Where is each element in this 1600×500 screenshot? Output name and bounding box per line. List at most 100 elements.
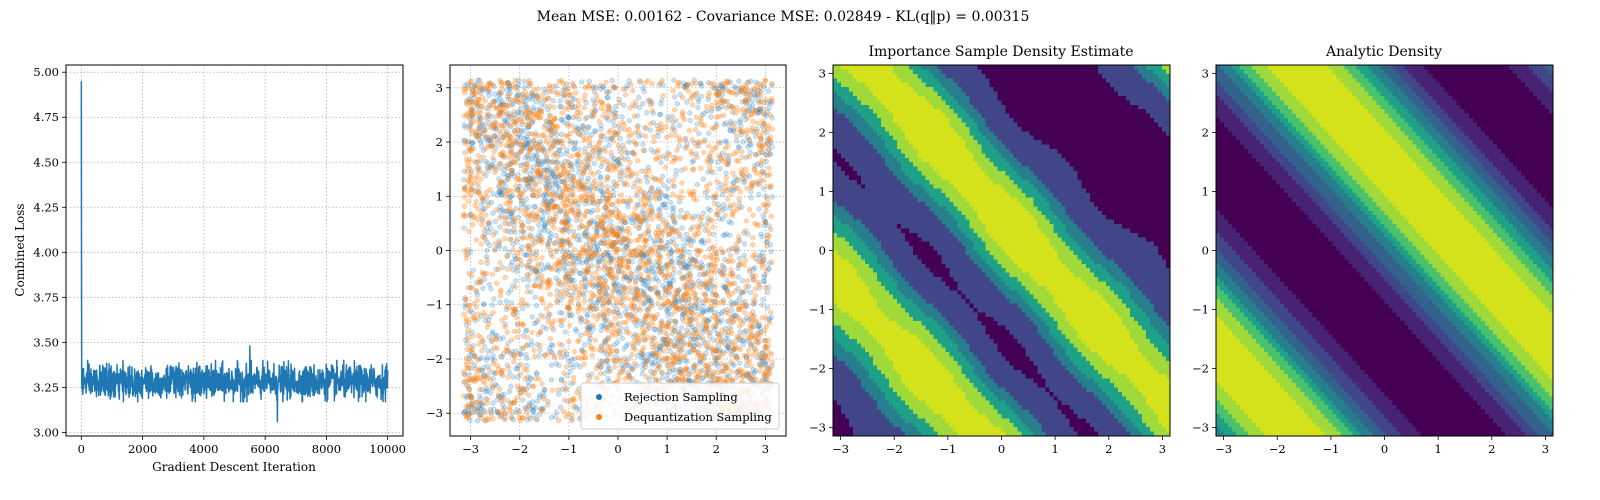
scatter-point (461, 379, 467, 385)
scatter-point (540, 160, 547, 166)
scatter-point (593, 275, 599, 282)
scatter-point (681, 261, 687, 267)
scatter-point (760, 249, 766, 255)
scatter-point (696, 297, 702, 303)
scatter-point (752, 133, 759, 139)
scatter-point (477, 386, 483, 393)
scatter-point (748, 341, 755, 347)
scatter-point (542, 158, 549, 164)
scatter-point (725, 344, 732, 350)
scatter-point (680, 254, 687, 260)
scatter-point (520, 223, 526, 229)
scatter-point (678, 189, 685, 195)
scatter-point (716, 205, 723, 211)
scatter-point (764, 243, 770, 249)
scatter-point (554, 91, 561, 98)
scatter-point (618, 369, 624, 375)
scatter-point (761, 274, 767, 280)
scatter-point (729, 319, 735, 326)
scatter-point (643, 293, 649, 299)
scatter-point (578, 316, 584, 322)
scatter-point (636, 244, 643, 251)
scatter-point (537, 237, 543, 243)
scatter-point (475, 77, 481, 83)
scatter-point (565, 358, 572, 364)
scatter-point (749, 272, 756, 278)
scatter-point (569, 292, 576, 298)
scatter-point (475, 367, 482, 374)
scatter-point (645, 271, 652, 277)
scatter-point (509, 399, 515, 406)
scatter-point (669, 259, 675, 265)
scatter-point (534, 272, 541, 279)
scatter-point (529, 96, 535, 102)
scatter-point (595, 207, 601, 213)
scatter-point (511, 139, 517, 145)
scatter-point (686, 271, 692, 277)
scatter-point (660, 283, 666, 289)
scatter-point (568, 162, 574, 168)
scatter-point (553, 414, 559, 420)
scatter-point (563, 213, 569, 220)
scatter-point (537, 170, 544, 176)
scatter-point (479, 368, 486, 374)
scatter-point (658, 190, 664, 197)
scatter-point (537, 347, 543, 353)
scatter-point (684, 273, 690, 279)
scatter-point (673, 172, 679, 178)
scatter-point (727, 232, 733, 238)
scatter-point (567, 300, 573, 306)
scatter-point (506, 404, 513, 411)
scatter-point (540, 217, 546, 223)
scatter-point (702, 325, 708, 331)
scatter-point (581, 267, 587, 274)
scatter-point (718, 317, 725, 323)
scatter-point (473, 399, 480, 405)
scatter-point (529, 342, 535, 348)
scatter-point (642, 124, 648, 131)
scatter-point (538, 407, 545, 413)
scatter-point (649, 108, 656, 114)
scatter-point (713, 194, 719, 201)
scatter-point (632, 346, 638, 352)
scatter-point (763, 268, 770, 275)
scatter-point (470, 222, 476, 228)
scatter-point (609, 77, 615, 84)
scatter-point (702, 327, 708, 333)
scatter-point (558, 280, 564, 286)
scatter-point (483, 173, 489, 179)
scatter-point (543, 118, 549, 125)
scatter-point (746, 153, 752, 160)
scatter-point (599, 225, 606, 231)
scatter-point (615, 142, 622, 149)
scatter-point (583, 283, 589, 289)
scatter-point (480, 206, 486, 213)
scatter-point (734, 355, 740, 361)
scatter-point (526, 392, 532, 398)
scatter-point (657, 111, 663, 118)
scatter-point (468, 393, 474, 400)
scatter-point (632, 278, 639, 284)
scatter-point (513, 365, 519, 372)
scatter-point (704, 188, 711, 194)
scatter-point (478, 115, 484, 122)
scatter-point (501, 135, 507, 141)
scatter-point (556, 341, 562, 347)
scatter-point (575, 355, 581, 361)
scatter-point (643, 218, 650, 224)
scatter-point (644, 356, 651, 363)
scatter-point (736, 368, 742, 374)
scatter-point (765, 337, 771, 343)
scatter-point (607, 163, 614, 169)
scatter-point (538, 296, 544, 302)
scatter-point (654, 366, 661, 372)
scatter-point (702, 189, 708, 196)
scatter-point (639, 209, 645, 215)
scatter-point (519, 306, 526, 312)
scatter-point (686, 249, 692, 255)
scatter-point (769, 98, 775, 104)
scatter-point (507, 82, 513, 89)
scatter-point (658, 178, 664, 184)
scatter-point (664, 360, 670, 366)
scatter-point (595, 155, 601, 162)
